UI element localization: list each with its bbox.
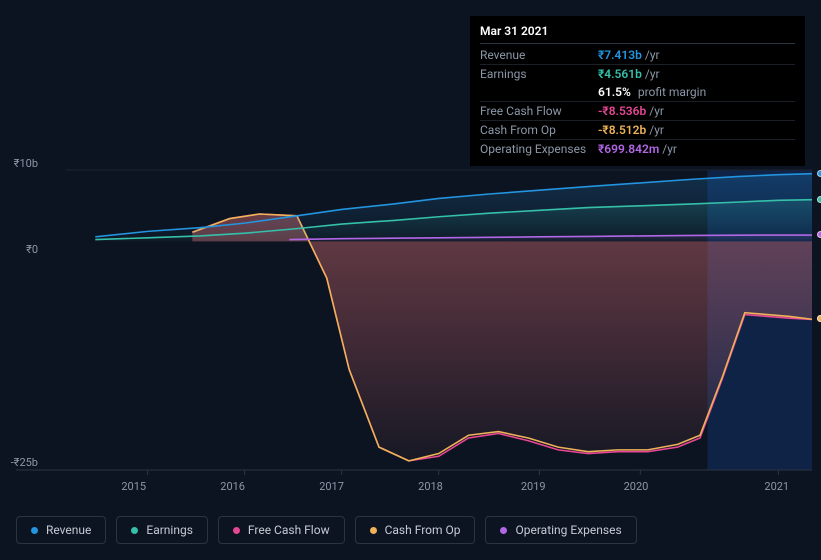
tooltip-row-value: -₹8.512b xyxy=(598,123,646,137)
x-axis-tick: 2020 xyxy=(624,480,649,493)
tooltip-row: Cash From Op-₹8.512b/yr xyxy=(480,121,795,140)
legend-dot-icon xyxy=(31,527,38,534)
hover-tooltip: Mar 31 2021 Revenue₹7.413b/yrEarnings₹4.… xyxy=(470,16,805,166)
tooltip-date: Mar 31 2021 xyxy=(480,24,795,44)
legend-label: Revenue xyxy=(46,523,91,537)
tooltip-row-value: ₹4.561b xyxy=(598,67,642,81)
x-axis-tick: 2021 xyxy=(764,480,789,493)
legend-item-cfo[interactable]: Cash From Op xyxy=(355,516,476,544)
chart-legend: Revenue Earnings Free Cash Flow Cash From O… xyxy=(16,516,637,544)
series-end-dot xyxy=(817,196,821,203)
tooltip-row-label: Cash From Op xyxy=(480,123,598,137)
tooltip-row-unit: /yr xyxy=(645,67,660,81)
legend-dot-icon xyxy=(131,527,138,534)
x-axis-tick: 2017 xyxy=(319,480,344,493)
tooltip-row: Free Cash Flow-₹8.536b/yr xyxy=(480,102,795,121)
tooltip-row-label: Free Cash Flow xyxy=(480,104,598,118)
tooltip-row: Operating Expenses₹699.842m/yr xyxy=(480,140,795,158)
profit-margin-label: profit margin xyxy=(638,85,706,99)
tooltip-row: Earnings₹4.561b/yr xyxy=(480,65,795,83)
tooltip-row-value: ₹699.842m xyxy=(598,142,659,156)
tooltip-row-label: Revenue xyxy=(480,48,598,62)
tooltip-row-unit: /yr xyxy=(645,48,660,62)
legend-dot-icon xyxy=(233,527,240,534)
legend-label: Earnings xyxy=(146,523,193,537)
legend-item-fcf[interactable]: Free Cash Flow xyxy=(218,516,345,544)
legend-label: Cash From Op xyxy=(385,523,461,537)
series-end-dot xyxy=(817,315,821,322)
legend-item-opex[interactable]: Operating Expenses xyxy=(485,516,636,544)
tooltip-row-label: Operating Expenses xyxy=(480,142,598,156)
legend-dot-icon xyxy=(500,527,507,534)
tooltip-row-unit: /yr xyxy=(662,142,677,156)
x-axis: 2015 2016 2017 2018 2019 2020 2021 xyxy=(50,480,811,500)
legend-label: Free Cash Flow xyxy=(248,523,330,537)
x-axis-tick: 2016 xyxy=(220,480,245,493)
legend-label: Operating Expenses xyxy=(515,523,621,537)
tooltip-row: Revenue₹7.413b/yr xyxy=(480,46,795,65)
tooltip-row-unit: /yr xyxy=(649,123,664,137)
tooltip-row-unit: /yr xyxy=(649,104,664,118)
legend-dot-icon xyxy=(370,527,377,534)
tooltip-profit-margin-row: 61.5% profit margin xyxy=(480,83,795,102)
tooltip-row-value: ₹7.413b xyxy=(598,48,642,62)
tooltip-row-label: Earnings xyxy=(480,67,598,81)
series-end-dot xyxy=(817,231,821,238)
legend-item-revenue[interactable]: Revenue xyxy=(16,516,106,544)
legend-item-earnings[interactable]: Earnings xyxy=(116,516,208,544)
tooltip-row-value: -₹8.536b xyxy=(598,104,646,118)
x-axis-tick: 2019 xyxy=(521,480,546,493)
series-end-dot xyxy=(817,170,821,177)
x-axis-tick: 2018 xyxy=(418,480,443,493)
x-axis-tick: 2015 xyxy=(121,480,146,493)
profit-margin-value: 61.5% xyxy=(598,85,631,99)
financials-chart[interactable] xyxy=(16,150,812,480)
